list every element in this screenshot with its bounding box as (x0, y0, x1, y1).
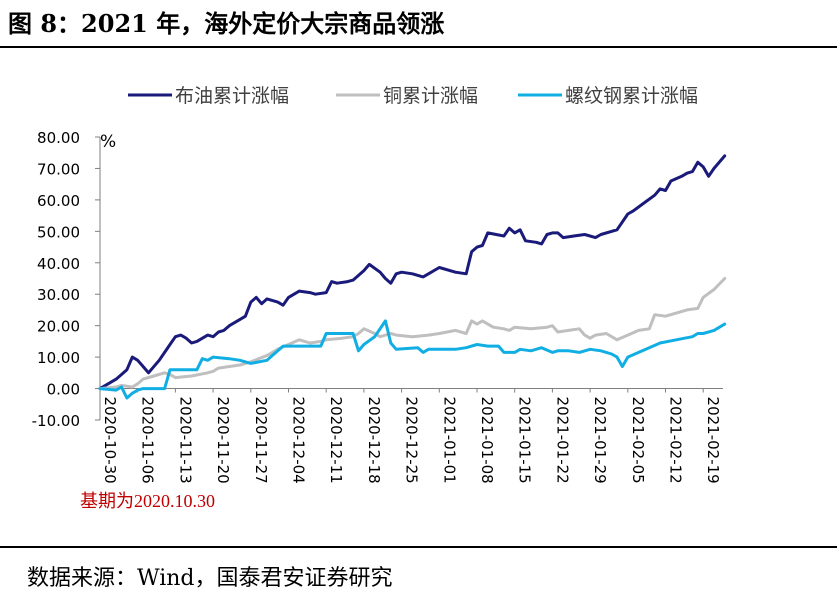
x-tick-label: 2021-01-29 (591, 397, 609, 484)
x-tick-label: 2020-11-13 (176, 397, 194, 484)
y-tick-label: 10.00 (37, 349, 80, 367)
x-tick-label: 2021-01-08 (478, 397, 496, 484)
y-tick-label: 40.00 (37, 255, 80, 273)
y-axis-unit-label: % (100, 132, 116, 152)
base-period-note: 基期为2020.10.30 (80, 491, 215, 511)
y-tick-label: 70.00 (37, 160, 80, 178)
x-tick-label: 2020-11-27 (252, 397, 270, 484)
x-tick-label: 2020-12-25 (403, 397, 421, 484)
plot-area (98, 154, 727, 400)
series-line-3 (98, 319, 727, 400)
y-tick-label: 50.00 (37, 223, 80, 241)
y-tick-label: 60.00 (37, 192, 80, 210)
chart-legend: 布油累计涨幅 铜累计涨幅 螺纹钢累计涨幅 (128, 85, 698, 107)
x-tick-label: 2021-01-22 (553, 397, 571, 484)
x-tick-label: 2021-02-19 (704, 397, 722, 484)
bottom-rule (0, 546, 837, 548)
x-tick-label: 2021-02-05 (629, 397, 647, 484)
series-line-1 (98, 154, 727, 391)
x-tick-label: 2020-12-11 (327, 397, 345, 484)
x-tick-label: 2020-10-30 (101, 397, 119, 484)
line-chart: 布油累计涨幅 铜累计涨幅 螺纹钢累计涨幅 -10.00 0.00 10.00 20.00 3… (32, 85, 727, 484)
data-source: 数据来源：Wind，国泰君安证券研究 (27, 566, 393, 591)
x-tick-label: 2021-01-15 (516, 397, 534, 484)
x-tick-label: 2020-12-04 (290, 397, 308, 484)
top-rule (0, 46, 837, 48)
x-tick-label: 2020-11-06 (139, 397, 157, 484)
legend-label-2: 铜累计涨幅 (383, 85, 478, 107)
legend-label-3: 螺纹钢累计涨幅 (565, 85, 698, 107)
x-tick-label: 2020-12-18 (365, 397, 383, 484)
y-tick-label: 0.00 (47, 381, 80, 399)
y-tick-label: 20.00 (37, 318, 80, 336)
figure-title: 图 8：2021 年，海外定价大宗商品领涨 (8, 9, 445, 38)
series-line-2 (98, 277, 727, 391)
x-axis: 2020-10-30 2020-11-06 2020-11-13 2020-11-20… (99, 388, 723, 484)
y-tick-label: -10.00 (32, 412, 80, 430)
legend-label-1: 布油累计涨幅 (175, 85, 289, 107)
x-tick-label: 2021-02-12 (667, 397, 685, 484)
y-tick-label: 30.00 (37, 286, 80, 304)
x-tick-label: 2020-11-20 (214, 397, 232, 484)
y-tick-label: 80.00 (37, 129, 80, 147)
y-axis: -10.00 0.00 10.00 20.00 30.00 40.00 50.00 60.00… (32, 129, 117, 430)
x-tick-label: 2021-01-01 (440, 397, 458, 484)
